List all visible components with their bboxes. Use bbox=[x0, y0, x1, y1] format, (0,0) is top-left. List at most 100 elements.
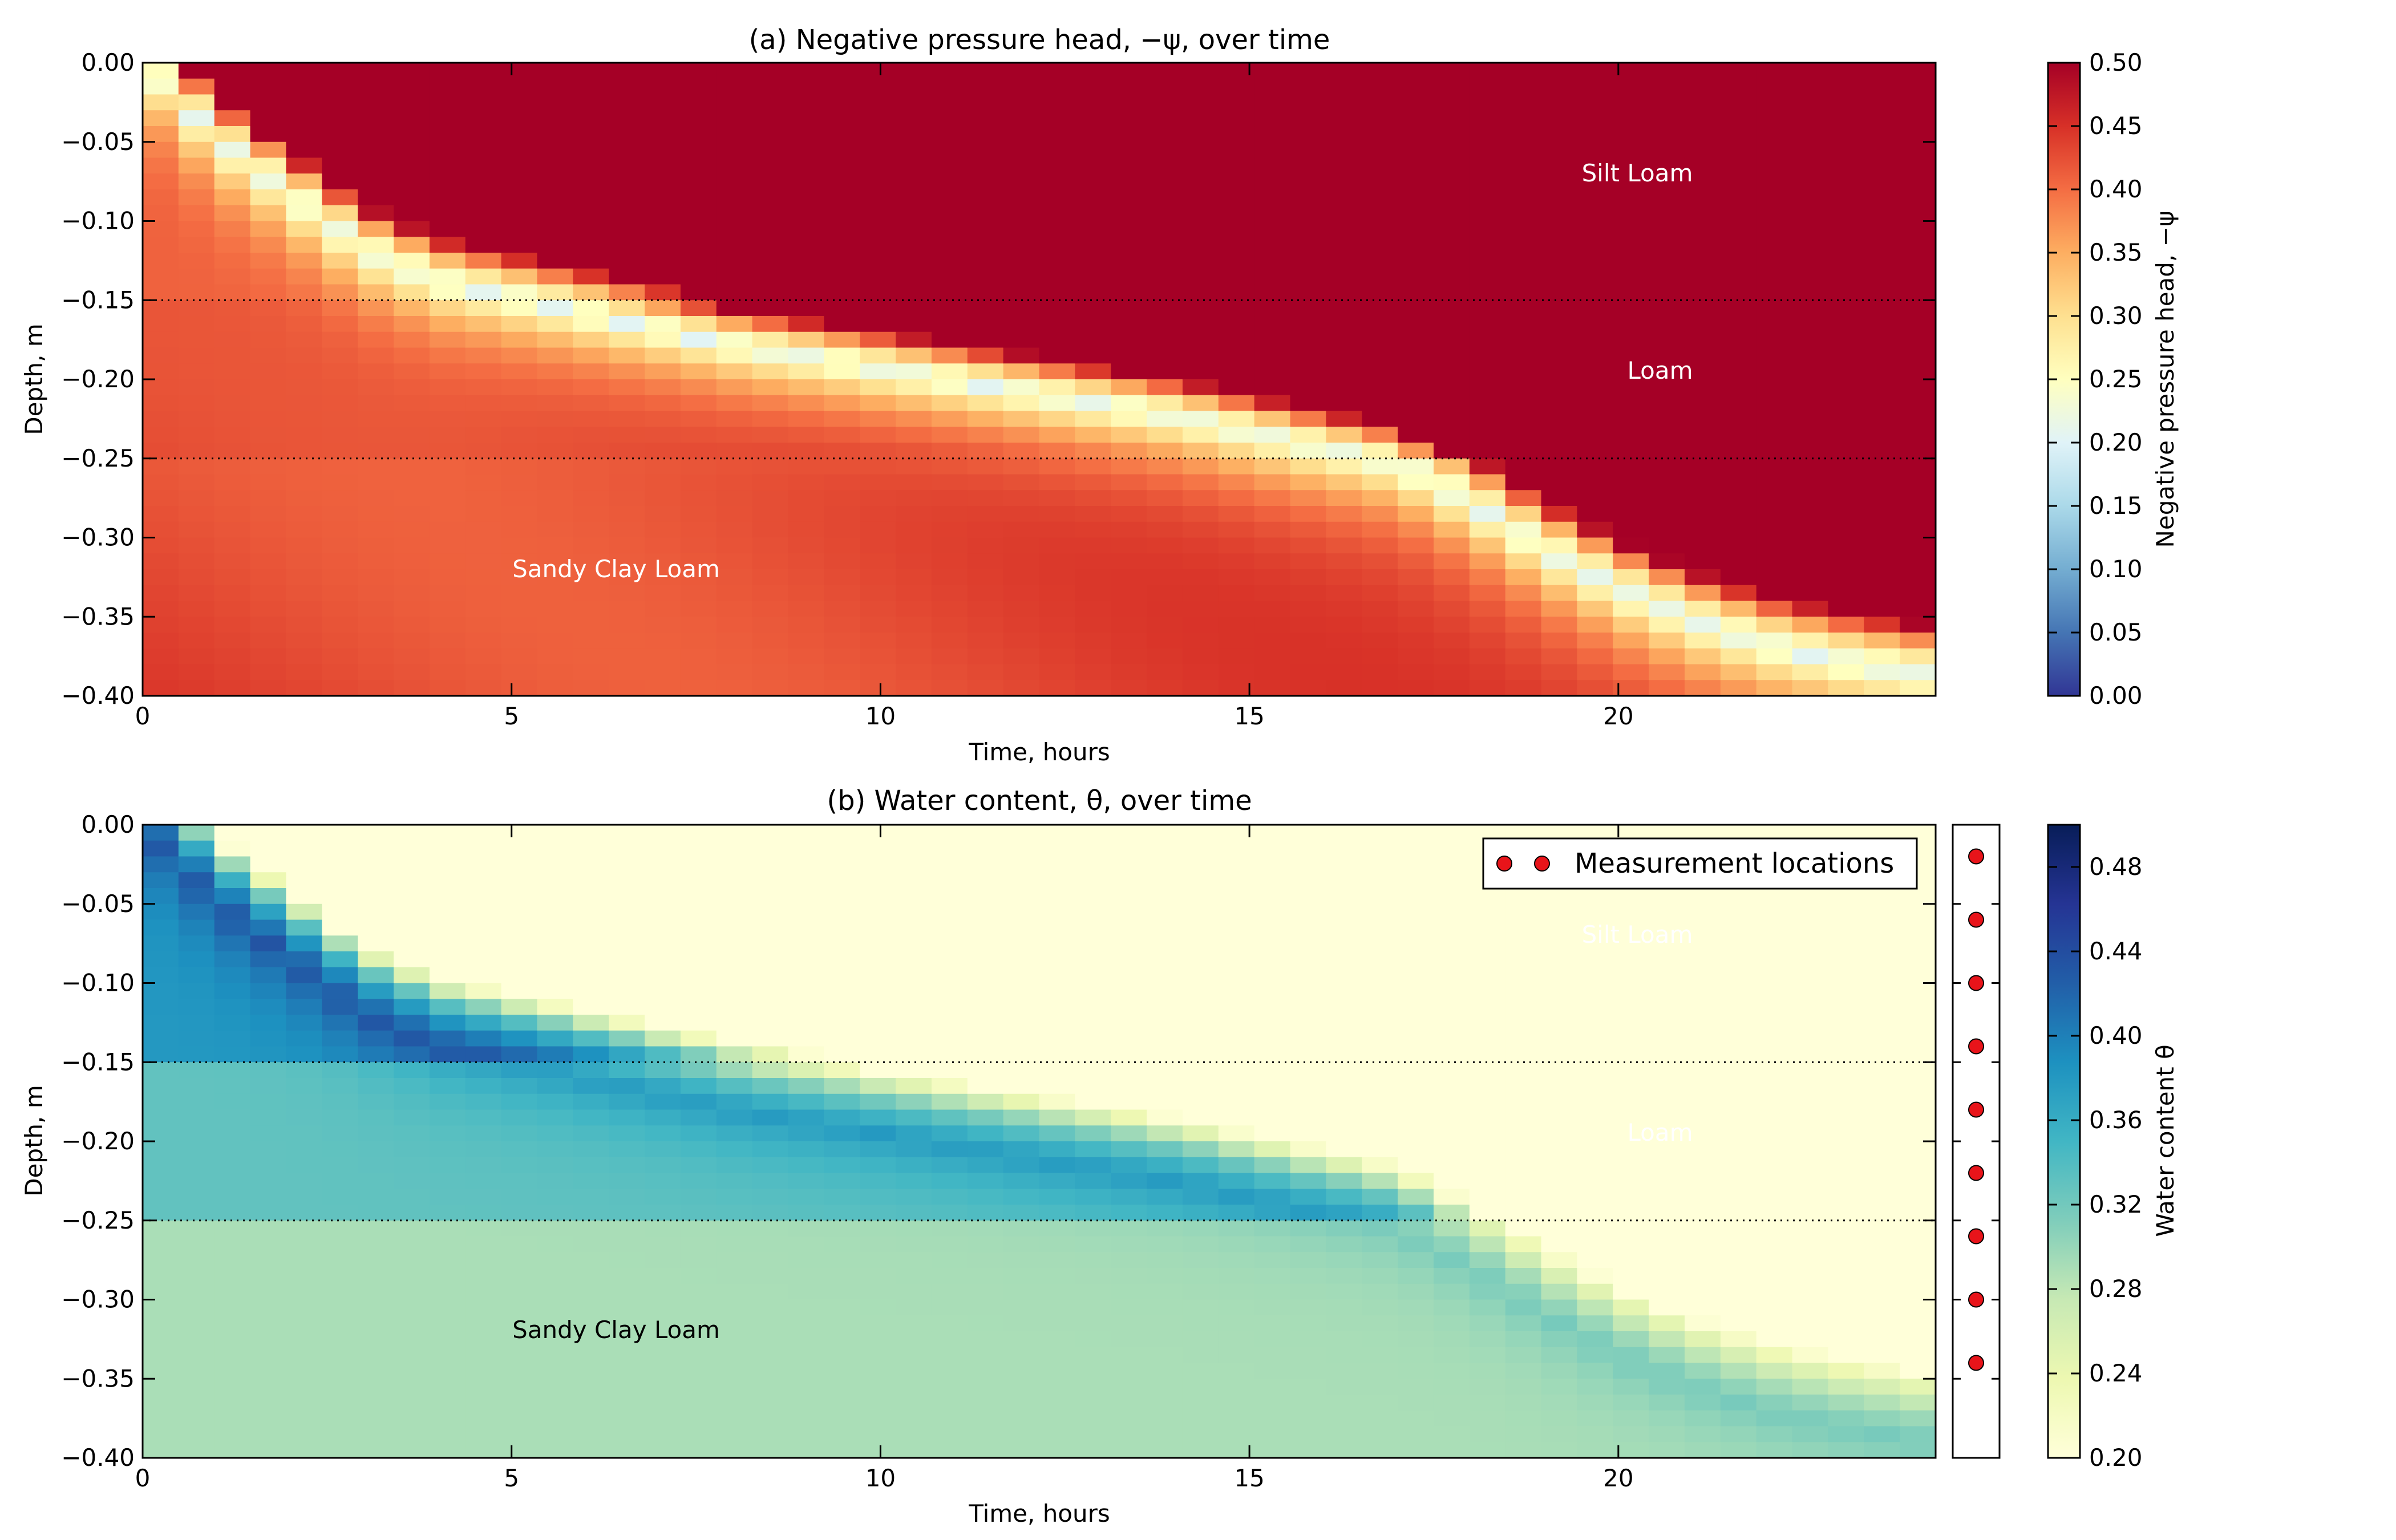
heatmap-cell bbox=[1684, 1252, 1721, 1269]
panel-b-label-loam: Loam bbox=[1627, 1118, 1693, 1146]
heatmap-cell bbox=[1326, 300, 1362, 317]
heatmap-cell bbox=[394, 1093, 430, 1111]
heatmap-cell bbox=[1433, 347, 1470, 364]
heatmap-cell bbox=[788, 141, 824, 159]
heatmap-cell bbox=[1111, 967, 1147, 984]
heatmap-cell bbox=[214, 110, 251, 127]
heatmap-cell bbox=[1577, 300, 1613, 317]
heatmap-cell bbox=[1362, 951, 1398, 968]
heatmap-cell bbox=[358, 1315, 394, 1332]
heatmap-cell bbox=[250, 1205, 287, 1221]
heatmap-cell bbox=[752, 78, 789, 95]
heatmap-cell bbox=[1326, 379, 1362, 396]
heatmap-cell bbox=[143, 1141, 179, 1158]
heatmap-cell bbox=[1039, 300, 1075, 317]
heatmap-cell bbox=[1290, 648, 1326, 665]
heatmap-cell bbox=[1362, 1379, 1398, 1395]
heatmap-cell bbox=[1254, 63, 1291, 79]
heatmap-cell bbox=[680, 1046, 717, 1063]
heatmap-cell bbox=[788, 553, 824, 570]
heatmap-cell bbox=[537, 919, 573, 936]
heatmap-cell bbox=[931, 1157, 968, 1174]
heatmap-cell bbox=[1900, 1078, 1936, 1095]
heatmap-cell bbox=[1541, 601, 1577, 617]
heatmap-cell bbox=[1398, 888, 1434, 905]
heatmap-cell bbox=[429, 157, 466, 174]
heatmap-cell bbox=[1039, 617, 1075, 633]
heatmap-cell bbox=[788, 1268, 824, 1284]
heatmap-cell bbox=[1254, 856, 1291, 873]
heatmap-cell bbox=[645, 1220, 681, 1237]
heatmap-cell bbox=[860, 569, 896, 586]
heatmap-cell bbox=[1254, 1395, 1291, 1411]
heatmap-cell bbox=[1756, 427, 1793, 443]
heatmap-cell bbox=[716, 78, 753, 95]
heatmap-cell bbox=[322, 1220, 358, 1237]
heatmap-cell bbox=[1290, 664, 1326, 680]
heatmap-cell bbox=[537, 363, 573, 380]
heatmap-cell bbox=[178, 411, 215, 427]
heatmap-cell bbox=[1505, 443, 1542, 459]
heatmap-cell bbox=[680, 1347, 717, 1364]
heatmap-cell bbox=[214, 888, 251, 905]
heatmap-cell bbox=[1254, 1157, 1291, 1174]
heatmap-cell bbox=[143, 856, 179, 873]
heatmap-cell bbox=[358, 157, 394, 174]
heatmap-cell bbox=[429, 888, 466, 905]
heatmap-cell bbox=[931, 331, 968, 348]
heatmap-cell bbox=[1541, 126, 1577, 143]
heatmap-cell bbox=[1039, 474, 1075, 491]
heatmap-cell bbox=[1756, 1030, 1793, 1047]
heatmap-cell bbox=[1218, 1078, 1255, 1095]
heatmap-cell bbox=[1147, 888, 1183, 905]
heatmap-cell bbox=[931, 1410, 968, 1427]
heatmap-cell bbox=[501, 253, 538, 269]
heatmap-cell bbox=[1182, 983, 1219, 999]
heatmap-cell bbox=[1326, 1220, 1362, 1237]
heatmap-cell bbox=[1362, 967, 1398, 984]
heatmap-cell bbox=[322, 1062, 358, 1079]
heatmap-cell bbox=[1613, 1347, 1649, 1364]
heatmap-cell bbox=[1864, 633, 1900, 649]
heatmap-cell bbox=[1756, 300, 1793, 317]
heatmap-cell bbox=[716, 1268, 753, 1284]
heatmap-cell bbox=[1111, 1030, 1147, 1047]
heatmap-cell bbox=[931, 63, 968, 79]
heatmap-cell bbox=[1111, 1062, 1147, 1079]
heatmap-cell bbox=[752, 840, 789, 857]
heatmap-cell bbox=[537, 1363, 573, 1379]
heatmap-cell bbox=[896, 1157, 932, 1174]
heatmap-cell bbox=[1290, 363, 1326, 380]
heatmap-cell bbox=[1613, 664, 1649, 680]
heatmap-cell bbox=[1362, 983, 1398, 999]
heatmap-cell bbox=[1218, 1331, 1255, 1348]
heatmap-cell bbox=[1828, 443, 1864, 459]
heatmap-cell bbox=[788, 585, 824, 602]
heatmap-cell bbox=[1469, 919, 1506, 936]
heatmap-cell bbox=[1218, 521, 1255, 538]
heatmap-cell bbox=[1182, 1252, 1219, 1269]
heatmap-cell bbox=[501, 157, 538, 174]
heatmap-cell bbox=[609, 1379, 645, 1395]
heatmap-cell bbox=[645, 1141, 681, 1158]
heatmap-cell bbox=[1900, 157, 1936, 174]
heatmap-cell bbox=[896, 1426, 932, 1442]
heatmap-cell bbox=[1577, 553, 1613, 570]
heatmap-cell bbox=[716, 1442, 753, 1458]
heatmap-cell bbox=[1469, 521, 1506, 538]
heatmap-cell bbox=[1362, 903, 1398, 921]
heatmap-cell bbox=[1433, 1426, 1470, 1442]
heatmap-cell bbox=[1720, 951, 1757, 968]
heatmap-cell bbox=[1039, 1141, 1075, 1158]
heatmap-cell bbox=[1541, 935, 1577, 952]
heatmap-cell bbox=[824, 347, 860, 364]
heatmap-cell bbox=[465, 157, 502, 174]
heatmap-cell bbox=[967, 1252, 1004, 1269]
heatmap-cell bbox=[1147, 648, 1183, 665]
heatmap-cell bbox=[1398, 537, 1434, 554]
heatmap-cell bbox=[1362, 189, 1398, 206]
heatmap-cell bbox=[143, 1410, 179, 1427]
heatmap-cell bbox=[1398, 1299, 1434, 1316]
heatmap-cell bbox=[1900, 1315, 1936, 1332]
heatmap-cell bbox=[358, 1347, 394, 1364]
